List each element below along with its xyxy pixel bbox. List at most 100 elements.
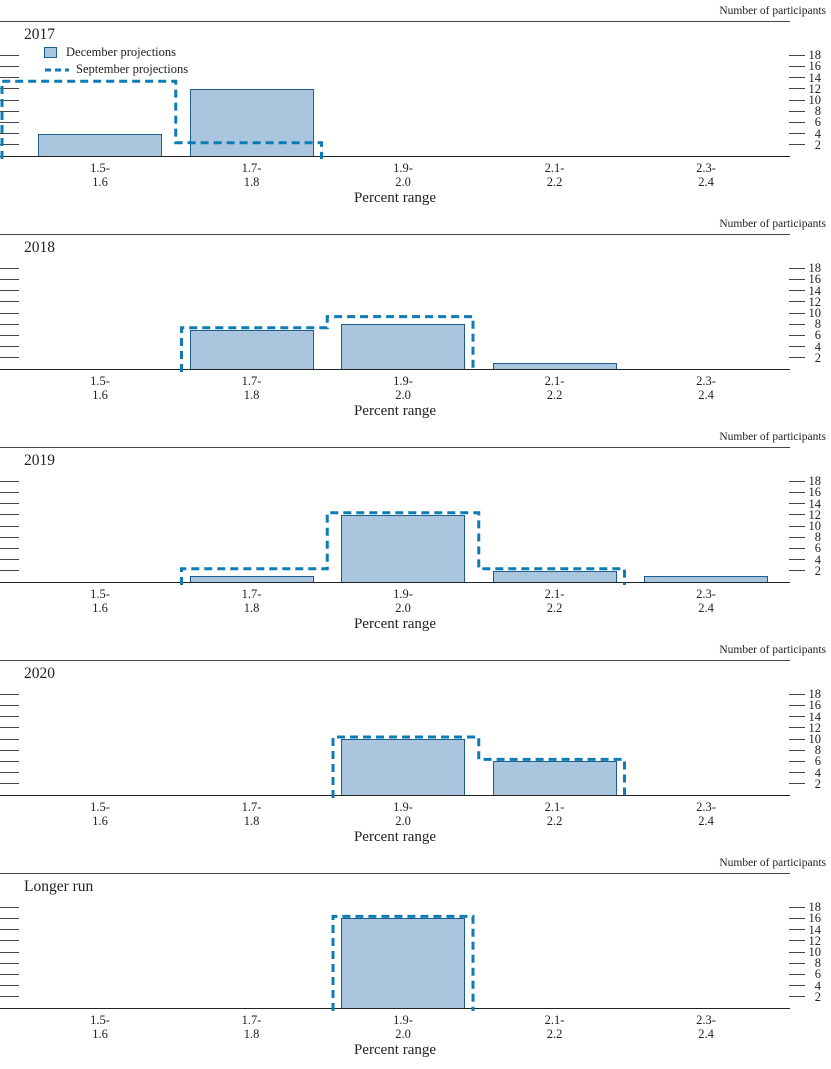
x-bin-label: 2.3- 2.4: [671, 374, 741, 402]
y-tick-left: [0, 962, 19, 964]
y-tick-right: [789, 693, 805, 695]
legend-september-label: September projections: [76, 62, 189, 76]
bar-december-1-7-1-8: [189, 88, 314, 156]
y-tick-left: [0, 110, 19, 112]
y-tick-left: [0, 951, 19, 953]
y-tick-label: 10: [808, 945, 822, 959]
x-bin-label: 1.5- 1.6: [65, 800, 135, 828]
y-tick-left: [0, 760, 19, 762]
y-tick-label: 16: [808, 698, 822, 713]
y-tick-right: [789, 996, 805, 998]
y-axis-title: Number of participants: [719, 644, 826, 656]
y-tick-label: 14: [808, 922, 822, 937]
x-bin-label-bottom: 1.6: [92, 600, 108, 615]
x-bin-label-bottom: 2.4: [698, 1026, 714, 1041]
y-tick-left: [0, 704, 19, 706]
y-tick-left: [0, 906, 19, 908]
y-tick-right: [789, 514, 805, 516]
y-tick-right: [789, 547, 805, 549]
y-tick-label: 16: [808, 485, 822, 500]
y-tick-left: [0, 536, 19, 538]
x-axis-title: Percent range: [353, 616, 437, 632]
x-bin-label-top: 1.9-: [393, 587, 413, 601]
x-bin-label-top: 1.7-: [241, 161, 262, 175]
y-tick-label: 16: [808, 272, 822, 287]
x-bin-label-top: 2.1-: [544, 161, 565, 175]
y-tick-label: 18: [808, 474, 822, 489]
x-bin-label-bottom: 1.6: [92, 1026, 108, 1041]
y-tick-label: 2: [814, 563, 821, 578]
x-bin-label-top: 1.9-: [393, 374, 413, 388]
y-tick-right: [789, 278, 805, 280]
y-tick-label: 6: [814, 967, 821, 982]
y-tick-label: 2: [814, 989, 821, 1004]
y-tick-label: 10: [808, 306, 822, 320]
y-tick-label: 12: [808, 294, 822, 309]
y-tick-left: [0, 547, 19, 549]
x-bin-label: 1.7- 1.8: [217, 161, 287, 189]
y-tick-right: [789, 65, 805, 67]
y-tick-label: 10: [808, 93, 822, 107]
y-tick-label: 10: [808, 519, 822, 533]
year-label: 2017: [24, 26, 55, 43]
y-tick-label: 8: [814, 956, 821, 971]
y-tick-right: [789, 357, 805, 359]
y-tick-label: 6: [814, 328, 821, 343]
x-bin-label: 1.9- 2.0: [368, 587, 438, 615]
y-tick-left: [0, 929, 19, 931]
y-tick-right: [789, 917, 805, 919]
y-tick-left: [0, 312, 19, 314]
x-axis-title: Percent range: [353, 1042, 437, 1058]
y-tick-right: [789, 940, 805, 942]
y-tick-left: [0, 749, 19, 751]
december-bar-swatch-icon: [44, 47, 57, 58]
y-tick-left: [0, 917, 19, 919]
x-bin-label-bottom: 1.8: [243, 174, 260, 189]
y-tick-left: [0, 783, 19, 785]
y-tick-label: 14: [808, 496, 822, 511]
y-axis-title: Number of participants: [719, 5, 826, 17]
x-axis-title: Percent range: [353, 829, 437, 845]
x-bin-label-bottom: 1.6: [92, 174, 108, 189]
x-bin-label-top: 2.3-: [696, 1013, 716, 1027]
y-tick-right: [789, 133, 805, 135]
y-tick-left: [0, 133, 19, 135]
y-tick-label: 8: [814, 104, 821, 119]
y-tick-label: 18: [808, 261, 822, 276]
x-bin-label-top: 1.9-: [393, 800, 413, 814]
x-bin-label: 2.3- 2.4: [671, 161, 741, 189]
y-tick-right: [789, 346, 805, 348]
y-tick-label: 18: [808, 48, 822, 63]
y-tick-label: 12: [808, 507, 822, 522]
y-tick-left: [0, 334, 19, 336]
y-tick-left: [0, 357, 19, 359]
y-tick-right: [789, 973, 805, 975]
x-bin-label: 1.5- 1.6: [65, 1013, 135, 1041]
y-axis-title: Number of participants: [719, 857, 826, 869]
x-bin-label: 1.9- 2.0: [368, 800, 438, 828]
y-tick-left: [0, 278, 19, 280]
y-tick-label: 12: [808, 933, 822, 948]
y-tick-left: [0, 996, 19, 998]
x-bin-label-bottom: 1.6: [92, 387, 108, 402]
panel-2020: Number of participants 2 4 6 8 10 12 14 16 18 2020…: [0, 642, 831, 855]
year-label: 2020: [24, 665, 55, 682]
x-bin-label-top: 2.1-: [544, 374, 565, 388]
y-tick-left: [0, 514, 19, 516]
panel-longer-run: Number of participants 2 4 6 8 10 12 14 16 18 Long…: [0, 855, 831, 1068]
y-tick-left: [0, 973, 19, 975]
y-tick-label: 8: [814, 317, 821, 332]
x-bin-label-top: 1.7-: [241, 800, 262, 814]
y-tick-right: [789, 783, 805, 785]
y-tick-right: [789, 704, 805, 706]
y-tick-right: [789, 559, 805, 561]
y-tick-left: [0, 525, 19, 527]
x-bin-label: 1.7- 1.8: [217, 374, 287, 402]
x-bin-label-bottom: 2.2: [546, 174, 563, 189]
y-tick-left: [0, 77, 19, 79]
x-bin-label-bottom: 1.8: [243, 387, 260, 402]
y-tick-label: 14: [808, 283, 822, 298]
x-axis-title: Percent range: [353, 190, 437, 206]
y-tick-right: [789, 760, 805, 762]
x-bin-label-bottom: 2.2: [546, 813, 563, 828]
